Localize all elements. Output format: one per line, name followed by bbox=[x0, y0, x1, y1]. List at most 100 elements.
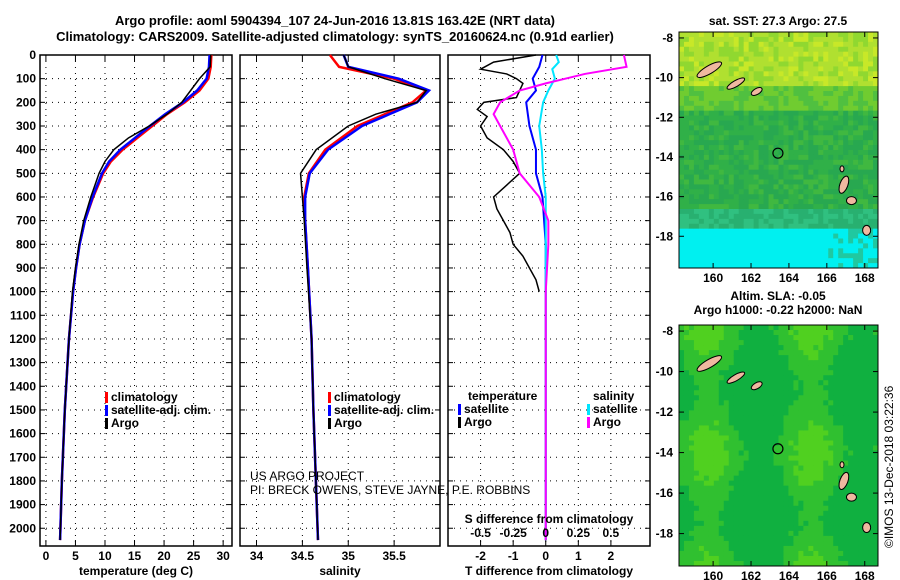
map-cell bbox=[693, 258, 700, 264]
map-cell bbox=[773, 470, 779, 477]
map-cell bbox=[793, 485, 799, 492]
map-cell bbox=[828, 530, 834, 537]
map-cell bbox=[773, 253, 779, 259]
map-cell bbox=[693, 174, 700, 180]
map-cell bbox=[863, 490, 869, 497]
map-cell bbox=[873, 325, 879, 331]
map-cell bbox=[843, 520, 849, 527]
map-cell bbox=[763, 365, 770, 371]
map-cell bbox=[803, 263, 809, 269]
map-cell bbox=[798, 515, 804, 522]
map-cell bbox=[738, 228, 745, 235]
map-cell bbox=[733, 174, 740, 180]
map-cell bbox=[728, 355, 735, 361]
map-cell bbox=[758, 425, 765, 431]
map-cell bbox=[843, 154, 849, 161]
map-cell bbox=[863, 440, 869, 446]
map-cell bbox=[853, 390, 859, 396]
map-cell bbox=[773, 535, 779, 542]
map-cell bbox=[688, 213, 695, 220]
map-cell bbox=[748, 440, 755, 446]
map-cell bbox=[863, 455, 869, 462]
map-cell bbox=[783, 238, 789, 244]
map-cell bbox=[763, 525, 770, 532]
map-cell bbox=[818, 345, 824, 351]
map-cell bbox=[783, 218, 789, 225]
map-cell bbox=[738, 140, 745, 146]
map-cell bbox=[833, 105, 839, 112]
map-cell bbox=[818, 100, 824, 107]
map-cell bbox=[848, 485, 854, 492]
map-cell bbox=[713, 46, 720, 53]
map-cell bbox=[698, 490, 705, 497]
map-cell bbox=[698, 420, 705, 426]
map-cell bbox=[698, 515, 705, 522]
map-cell bbox=[703, 470, 710, 477]
lat-tick-label: -8 bbox=[662, 31, 673, 45]
map-cell bbox=[783, 51, 789, 58]
map-cell bbox=[843, 490, 849, 497]
map-cell bbox=[723, 520, 730, 527]
map-cell bbox=[748, 550, 755, 557]
map-cell bbox=[863, 345, 869, 351]
map-cell bbox=[683, 86, 690, 92]
map-cell bbox=[763, 545, 770, 552]
map-cell bbox=[808, 430, 814, 436]
map-cell bbox=[713, 390, 720, 396]
map-cell bbox=[853, 86, 859, 92]
map-cell bbox=[798, 425, 804, 431]
map-cell bbox=[858, 400, 864, 406]
map-cell bbox=[768, 66, 775, 72]
map-cell bbox=[868, 325, 874, 331]
map-cell bbox=[733, 263, 740, 269]
map-cell bbox=[708, 218, 715, 225]
map-cell bbox=[748, 535, 755, 542]
map-cell bbox=[808, 400, 814, 406]
map-cell bbox=[768, 238, 775, 244]
map-cell bbox=[778, 189, 784, 195]
map-cell bbox=[853, 184, 859, 190]
map-cell bbox=[848, 530, 854, 537]
map-cell bbox=[703, 100, 710, 107]
map-cell bbox=[683, 213, 690, 220]
map-cell bbox=[798, 56, 804, 62]
map-cell bbox=[758, 199, 765, 205]
map-cell bbox=[773, 159, 779, 166]
map-cell bbox=[868, 460, 874, 467]
map-cell bbox=[733, 405, 740, 411]
map-cell bbox=[768, 130, 775, 136]
map-cell bbox=[683, 560, 690, 567]
map-cell bbox=[708, 520, 715, 527]
map-cell bbox=[703, 460, 710, 467]
map-cell bbox=[848, 510, 854, 517]
map-cell bbox=[738, 350, 745, 356]
map-cell bbox=[778, 440, 784, 446]
map-cell bbox=[728, 340, 735, 346]
map-cell bbox=[688, 530, 695, 537]
map-cell bbox=[723, 258, 730, 264]
map-cell bbox=[843, 535, 849, 542]
map-cell bbox=[708, 500, 715, 507]
map-cell bbox=[823, 169, 829, 176]
map-cell bbox=[793, 495, 799, 502]
map-cell bbox=[808, 61, 814, 67]
map-cell bbox=[803, 258, 809, 264]
map-cell bbox=[793, 375, 799, 381]
title-line1: Argo profile: aoml 5904394_107 24-Jun-20… bbox=[115, 13, 555, 28]
map-cell bbox=[868, 233, 874, 239]
map-cell bbox=[833, 169, 839, 176]
map-cell bbox=[823, 350, 829, 356]
map-cell bbox=[748, 485, 755, 492]
legend-title-temperature: temperature bbox=[468, 389, 538, 403]
map-cell bbox=[798, 370, 804, 376]
map-cell bbox=[818, 253, 824, 259]
map-cell bbox=[858, 525, 864, 532]
map-cell bbox=[763, 66, 770, 72]
map-cell bbox=[828, 184, 834, 190]
map-cell bbox=[698, 32, 705, 38]
map-cell bbox=[753, 125, 760, 131]
map-cell bbox=[838, 515, 844, 522]
map-cell bbox=[843, 135, 849, 141]
map-cell bbox=[843, 36, 849, 43]
map-cell bbox=[828, 405, 834, 411]
